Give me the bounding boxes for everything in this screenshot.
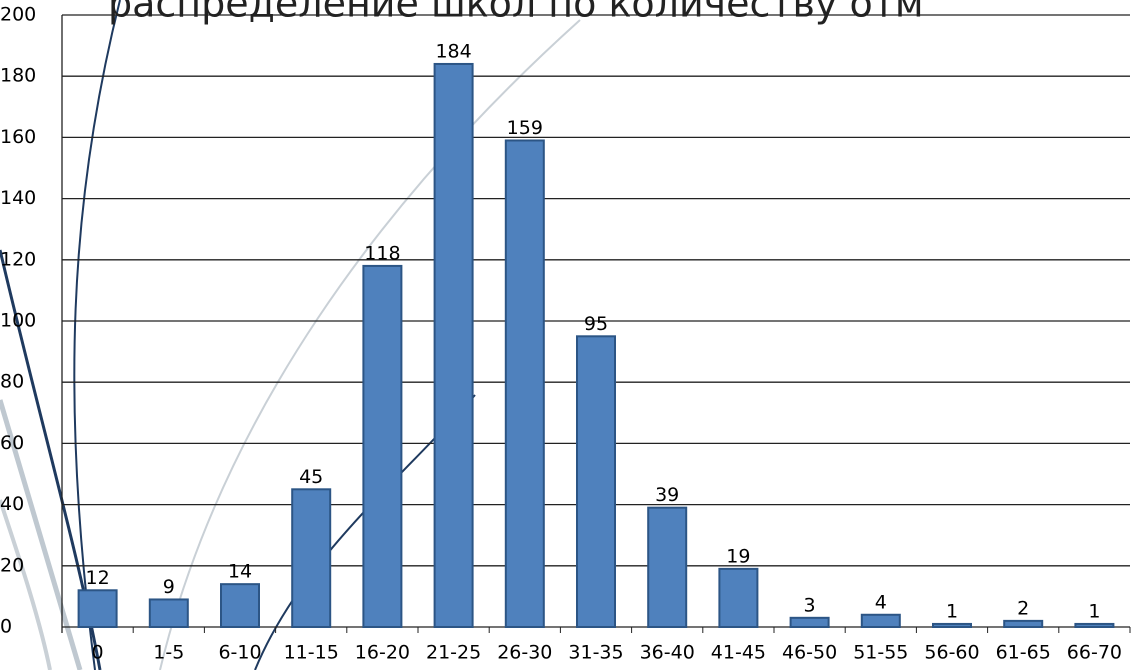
y-tick-label: 60: [0, 432, 24, 454]
x-tick-label: 36-40: [640, 642, 695, 664]
data-label: 12: [86, 567, 110, 589]
data-label: 19: [726, 545, 750, 567]
bar: [291, 488, 332, 628]
x-tick-label: 41-45: [711, 642, 766, 664]
y-tick-label: 20: [0, 554, 24, 576]
bar: [932, 622, 972, 629]
bar: [220, 583, 260, 628]
data-label: 39: [655, 484, 679, 506]
data-label: 1: [1088, 600, 1100, 622]
y-tick-label: 80: [0, 371, 24, 393]
bar: [433, 62, 474, 628]
bar: [789, 616, 830, 629]
x-tick-label: 6-10: [218, 642, 261, 664]
y-tick-label: 120: [0, 248, 36, 270]
bar: [576, 335, 616, 628]
y-tick-label: 0: [0, 616, 12, 638]
x-tick-label: 11-15: [284, 642, 339, 664]
bar: [647, 506, 688, 628]
bar: [148, 598, 189, 629]
y-tick-label: 160: [0, 126, 36, 148]
x-tick-label: 51-55: [853, 642, 908, 664]
data-label: 2: [1017, 597, 1029, 619]
x-tick-label: 61-65: [996, 642, 1051, 664]
x-tick-label: 56-60: [924, 642, 979, 664]
x-tick-label: 66-70: [1067, 642, 1122, 664]
y-tick-label: 200: [0, 4, 36, 26]
bar: [1003, 619, 1044, 629]
y-tick-label: 180: [0, 65, 36, 87]
data-label: 9: [163, 576, 175, 598]
bar: [362, 264, 403, 628]
x-tick-label: 46-50: [782, 642, 837, 664]
data-label: 184: [435, 40, 471, 62]
x-tick-label: 26-30: [497, 642, 552, 664]
data-label: 4: [875, 591, 887, 613]
data-label: 1: [946, 600, 958, 622]
x-tick-label: 21-25: [426, 642, 481, 664]
bar: [718, 567, 759, 628]
data-label: 159: [507, 117, 543, 139]
x-tick-label: 31-35: [568, 642, 623, 664]
y-tick-label: 140: [0, 187, 36, 209]
bar: [1074, 622, 1115, 629]
x-tick-label: 16-20: [355, 642, 410, 664]
data-label: 3: [804, 594, 816, 616]
y-tick-label: 100: [0, 310, 36, 332]
data-label: 14: [228, 561, 252, 583]
x-tick-label: 1-5: [153, 642, 184, 664]
y-tick-label: 40: [0, 493, 24, 515]
bar: [504, 139, 545, 629]
data-label: 45: [299, 466, 323, 488]
bar: [77, 589, 118, 629]
data-label: 95: [584, 313, 608, 335]
bar: [860, 613, 901, 629]
data-label: 118: [364, 242, 400, 264]
decoration: [0, 0, 581, 670]
chart-title: распределение школ по количеству отм: [108, 0, 924, 26]
x-tick-label: 0: [92, 642, 104, 664]
